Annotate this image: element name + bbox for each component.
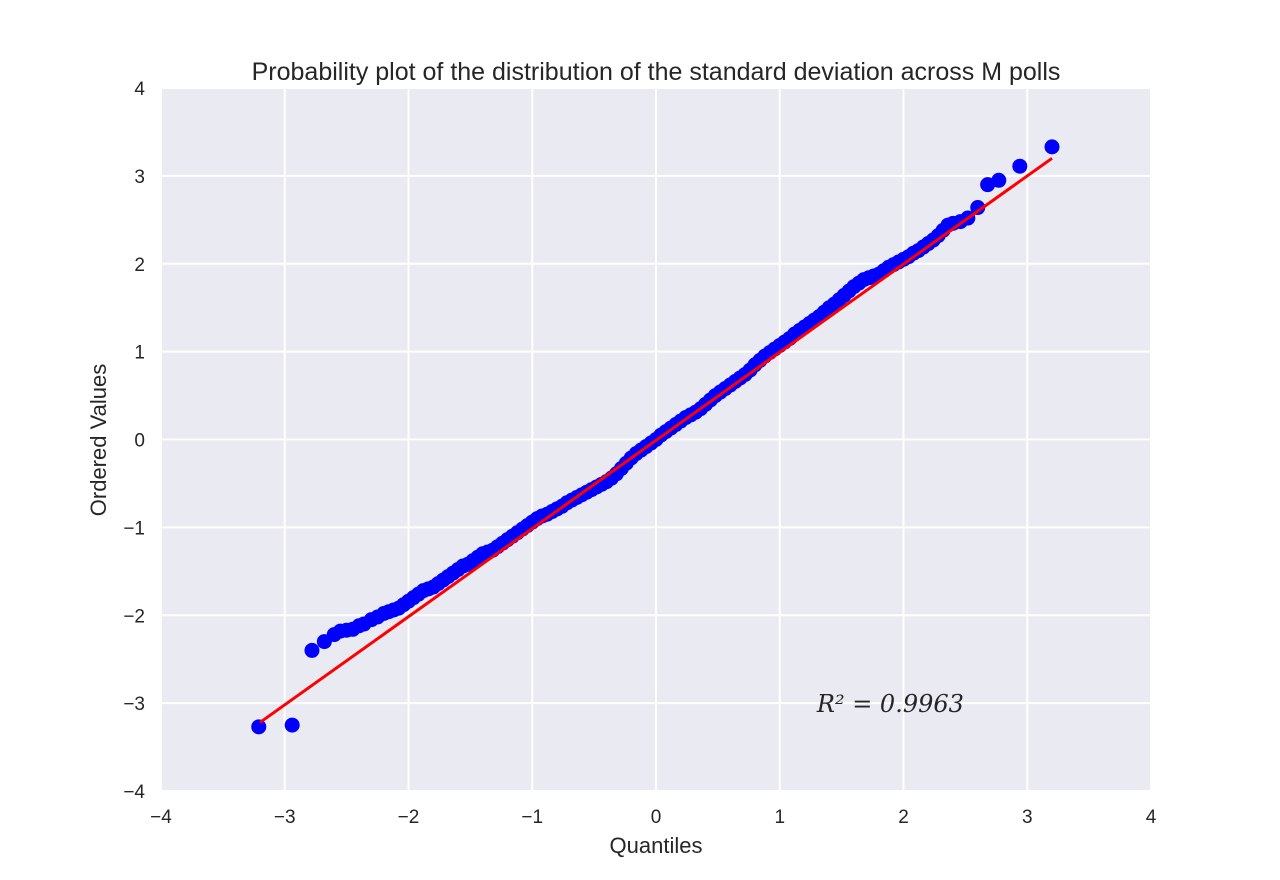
- x-tick-label: 3: [1022, 807, 1033, 828]
- x-axis-label: Quantiles: [610, 833, 703, 858]
- y-tick-label: −3: [123, 694, 145, 715]
- data-point: [284, 717, 300, 733]
- y-tick-labels: −4 −3 −2 −1 0 1 2 3 4: [123, 79, 145, 803]
- y-tick-label: 1: [134, 343, 145, 364]
- data-point: [304, 642, 320, 658]
- x-tick-label: 4: [1146, 807, 1157, 828]
- x-tick-label: 1: [774, 807, 785, 828]
- data-point: [251, 719, 267, 735]
- fit-line-layer: [259, 157, 1053, 724]
- r-squared-annotation: R² = 0.9963: [816, 690, 964, 718]
- fit-line: [259, 157, 1053, 724]
- x-tick-label: 2: [898, 807, 909, 828]
- data-point: [1044, 139, 1060, 155]
- y-tick-label: 4: [134, 79, 145, 100]
- y-tick-label: 3: [134, 167, 145, 188]
- data-point: [970, 200, 986, 216]
- y-tick-label: 2: [134, 255, 145, 276]
- data-point: [991, 172, 1007, 188]
- y-tick-label: −2: [123, 606, 145, 627]
- x-tick-label: −3: [274, 807, 296, 828]
- x-tick-label: −1: [521, 807, 543, 828]
- y-tick-label: 0: [134, 431, 145, 452]
- y-tick-label: −4: [123, 782, 145, 803]
- x-tick-label: −2: [398, 807, 420, 828]
- y-axis-label: Ordered Values: [86, 364, 111, 516]
- data-point: [1012, 158, 1028, 174]
- y-tick-label: −1: [123, 518, 145, 539]
- x-tick-label: 0: [651, 807, 662, 828]
- chart-title: Probability plot of the distribution of …: [252, 58, 1061, 86]
- x-tick-labels: −4 −3 −2 −1 0 1 2 3 4: [150, 807, 1157, 828]
- x-tick-label: −4: [150, 807, 172, 828]
